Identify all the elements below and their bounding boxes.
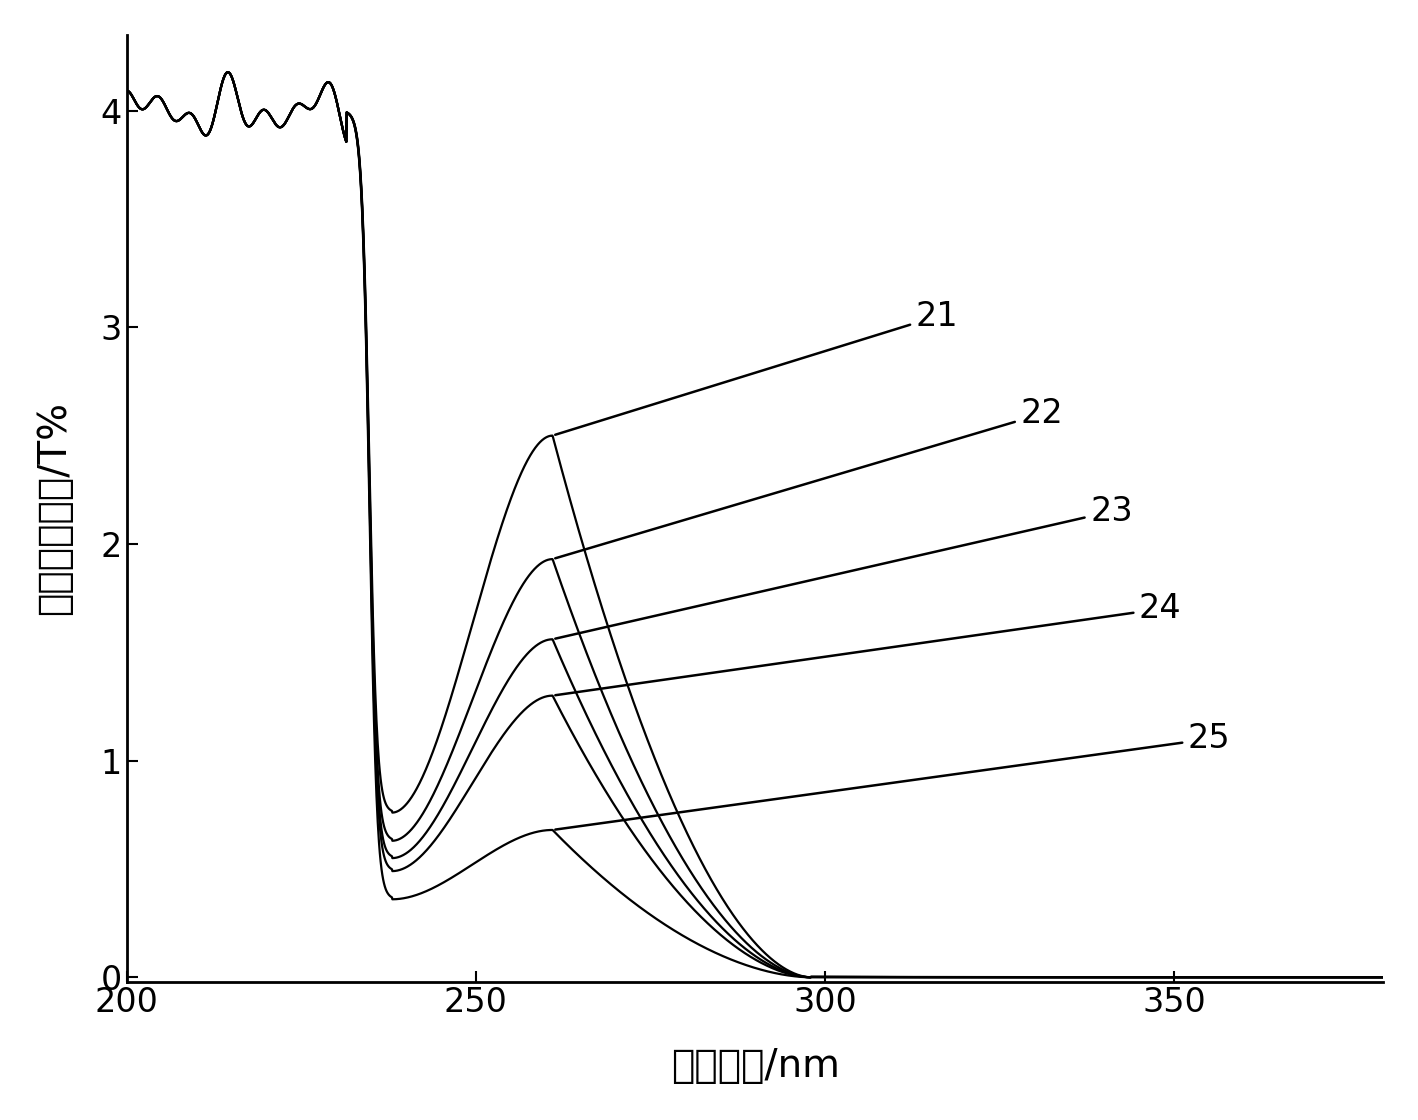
Text: 21: 21 xyxy=(556,300,959,435)
Text: 24: 24 xyxy=(556,592,1181,696)
Text: 23: 23 xyxy=(556,495,1133,638)
Text: 25: 25 xyxy=(556,722,1231,830)
Text: 22: 22 xyxy=(556,398,1064,558)
Y-axis label: 吸　光　度　/T%: 吸 光 度 /T% xyxy=(34,401,72,615)
X-axis label: 波　长　/nm: 波 长 /nm xyxy=(671,1047,839,1085)
